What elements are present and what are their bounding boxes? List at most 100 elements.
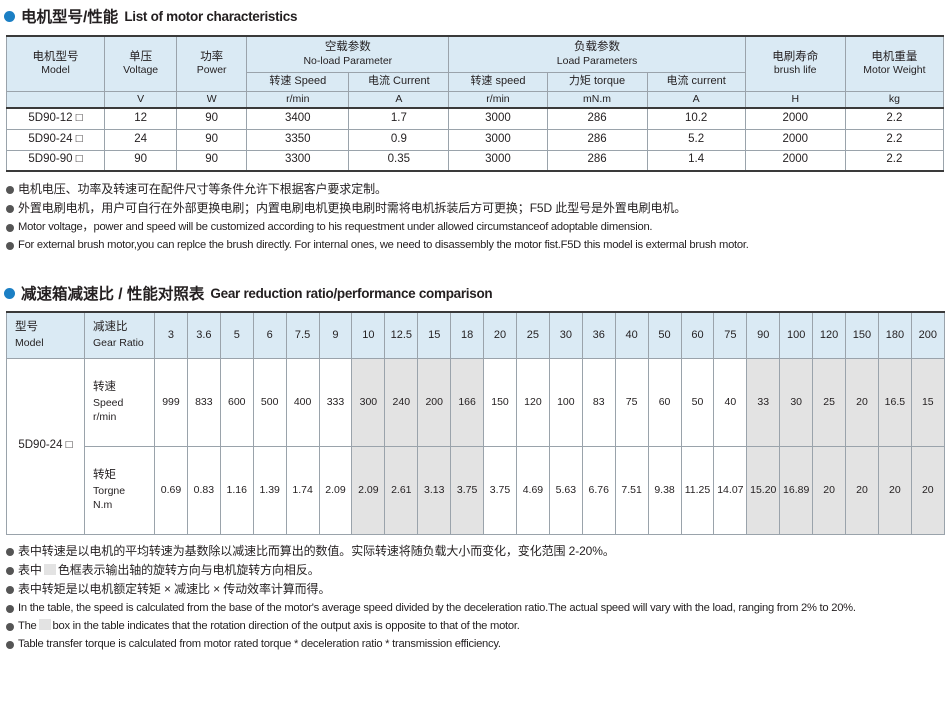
cell-torgne-ratio-3: 0.69 bbox=[154, 445, 188, 535]
header-model: 型号 Model bbox=[6, 311, 85, 359]
cell-brushlife: 2000 bbox=[744, 128, 846, 151]
header-noload-current: 电流 Current bbox=[348, 71, 450, 92]
cell-speed-ratio-15: 200 bbox=[417, 357, 452, 447]
cell-torgne-ratio-18: 3.75 bbox=[450, 445, 485, 535]
bullet-icon bbox=[4, 10, 15, 22]
cell-power: 90 bbox=[176, 107, 248, 130]
note-text: 表中 色框表示输出轴的旋转方向与电机旋转方向相反。 bbox=[18, 562, 320, 577]
unit-load-torque: mN.m bbox=[546, 90, 648, 109]
cell-torgne-ratio-6: 1.39 bbox=[252, 445, 287, 535]
cell-torgne-ratio-60: 11.25 bbox=[680, 445, 715, 535]
cell-model: 5D90-24 □ bbox=[6, 357, 85, 535]
bullet-icon bbox=[6, 585, 14, 594]
cell-noload-current: 0.35 bbox=[348, 149, 450, 172]
cell-noload-current: 0.9 bbox=[348, 128, 450, 151]
cell-torgne-ratio-20: 3.75 bbox=[483, 445, 517, 535]
header-power: 功率 Power bbox=[176, 35, 248, 92]
cell-speed-ratio-9: 333 bbox=[318, 357, 353, 447]
gray-swatch-icon bbox=[38, 618, 51, 630]
cell-load-speed: 3000 bbox=[448, 128, 548, 151]
cell-speed-ratio-30: 100 bbox=[548, 357, 583, 447]
gear-notes-list: 表中转速是以电机的平均转速为基数除以减速比而算出的数值。实际转速将随负载大小而变… bbox=[0, 542, 950, 653]
note-text: 表中转矩是以电机额定转矩 × 减速比 × 传动效率计算而得。 bbox=[18, 581, 331, 596]
header-load-torque: 力矩 torque bbox=[546, 71, 648, 92]
header-load-current: 电流 current bbox=[646, 71, 746, 92]
cell-torgne-ratio-10: 2.09 bbox=[351, 445, 386, 535]
bullet-icon bbox=[6, 242, 14, 250]
header-load-speed: 转速 speed bbox=[448, 71, 548, 92]
header-ratio-18: 18 bbox=[450, 311, 485, 359]
header-model: 电机型号 Model bbox=[5, 35, 106, 92]
header-ratio-25: 25 bbox=[515, 311, 550, 359]
cell-speed-ratio-60: 50 bbox=[680, 357, 715, 447]
cell-torgne-ratio-75: 14.07 bbox=[713, 445, 748, 535]
cell-torgne-ratio-36: 6.76 bbox=[581, 445, 616, 535]
motor-notes-list: 电机电压、功率及转速可在配件尺寸等条件允许下根据客户要求定制。 外置电刷电机，用户… bbox=[0, 180, 950, 254]
cell-torgne-ratio-12.5: 2.61 bbox=[384, 445, 419, 535]
cell-noload-speed: 3300 bbox=[246, 149, 350, 172]
note-item: Table transfer torque is calculated from… bbox=[6, 635, 950, 653]
header-ratio-50: 50 bbox=[647, 311, 682, 359]
note-item: The box in the table indicates that the r… bbox=[6, 617, 950, 635]
header-ratio-30: 30 bbox=[548, 311, 583, 359]
cell-power: 90 bbox=[176, 128, 248, 151]
table1-body: 5D90-12 □ 12 90 3400 1.7 3000 286 10.2 2000 2.2 5D… bbox=[5, 107, 945, 172]
header-ratio-60: 60 bbox=[680, 311, 715, 359]
bullet-icon bbox=[6, 205, 14, 213]
cell-torgne-ratio-180: 20 bbox=[877, 445, 912, 535]
cell-speed-ratio-12.5: 240 bbox=[384, 357, 419, 447]
table-row: 5D90-24 □ 转速 Speed r/min 999 833 600 500 400 333 3… bbox=[6, 357, 945, 535]
cell-speed-ratio-100: 30 bbox=[779, 357, 814, 447]
header-ratio-5: 5 bbox=[219, 311, 254, 359]
section2-title-en: Gear reduction ratio/performance compari… bbox=[210, 285, 493, 301]
header-ratio-40: 40 bbox=[614, 311, 649, 359]
gear-ratio-table-body: 5D90-24 □ 转速 Speed r/min 999 833 600 500 400 333 3… bbox=[6, 357, 945, 535]
bullet-icon bbox=[6, 186, 14, 194]
bullet-icon bbox=[6, 640, 14, 649]
cell-weight: 2.2 bbox=[844, 128, 945, 151]
note-text: In the table, the speed is calculated fr… bbox=[18, 601, 856, 614]
cell-weight: 2.2 bbox=[844, 107, 945, 130]
cell-torgne-ratio-50: 9.38 bbox=[647, 445, 682, 535]
cell-torgne-ratio-25: 4.69 bbox=[515, 445, 550, 535]
header-load-group: 负载参数 Load Parameters bbox=[448, 35, 746, 73]
note-text: 表中转速是以电机的平均转速为基数除以减速比而算出的数值。实际转速将随负载大小而变… bbox=[18, 543, 615, 558]
cell-load-current: 5.2 bbox=[646, 128, 746, 151]
table-row: 转矩 Torgne N.m 0.69 0.83 1.16 1.39 1.74 2.09 2.09 2… bbox=[7, 445, 945, 535]
motor-characteristics-table: 电机型号 Model 单压 Voltage 功率 Power 空载参数 No-l… bbox=[5, 35, 945, 172]
gear-ratio-table-wrap: 型号 Model 减速比 Gear Ratio 3 3.6 5 6 7.5 9 10 12.5 15 18… bbox=[0, 311, 950, 535]
cell-model: 5D90-12 □ bbox=[5, 107, 106, 130]
header-voltage: 单压 Voltage bbox=[104, 35, 178, 92]
cell-speed-ratio-20: 150 bbox=[483, 357, 517, 447]
unit-power: W bbox=[176, 90, 248, 109]
bullet-icon bbox=[6, 547, 14, 556]
cell-load-torque: 286 bbox=[546, 107, 648, 130]
cell-speed-ratio-5: 600 bbox=[219, 357, 254, 447]
cell-load-speed: 3000 bbox=[448, 149, 548, 172]
cell-brushlife: 2000 bbox=[744, 107, 846, 130]
header-ratio-150: 150 bbox=[845, 311, 879, 359]
bullet-icon bbox=[6, 622, 14, 631]
header-ratio-3: 3 bbox=[154, 311, 188, 359]
header-ratio-90: 90 bbox=[746, 311, 781, 359]
unit-voltage: V bbox=[104, 90, 178, 109]
cell-voltage: 12 bbox=[104, 107, 178, 130]
table-row: 5D90-90 □ 90 90 3300 0.35 3000 286 1.4 2000 2.2 bbox=[5, 149, 945, 172]
bullet-icon bbox=[6, 566, 14, 575]
cell-speed-ratio-7.5: 400 bbox=[285, 357, 320, 447]
cell-torgne-ratio-90: 15.20 bbox=[746, 445, 781, 535]
unit-load-current: A bbox=[646, 90, 746, 109]
table1-unit-row: V W r/min A r/min mN.m A H kg bbox=[5, 90, 945, 109]
section-title-gear-ratio: 减速箱减速比 / 性能对照表 Gear reduction ratio/perf… bbox=[0, 282, 950, 304]
cell-speed-ratio-6: 500 bbox=[252, 357, 287, 447]
gear-ratio-header-row: 型号 Model 减速比 Gear Ratio 3 3.6 5 6 7.5 9 10 12.5 15 18… bbox=[6, 311, 945, 359]
note-item: 电机电压、功率及转速可在配件尺寸等条件允许下根据客户要求定制。 bbox=[6, 180, 950, 199]
cell-speed-ratio-200: 15 bbox=[910, 357, 945, 447]
motor-characteristics-table-wrap: 电机型号 Model 单压 Voltage 功率 Power 空载参数 No-l… bbox=[0, 27, 950, 172]
section1-title-cn: 电机型号/性能 bbox=[21, 9, 119, 26]
cell-noload-speed: 3400 bbox=[246, 107, 350, 130]
note-text: 电机电压、功率及转速可在配件尺寸等条件允许下根据客户要求定制。 bbox=[18, 182, 387, 196]
section1-title-en: List of motor characteristics bbox=[124, 8, 298, 24]
cell-noload-current: 1.7 bbox=[348, 107, 450, 130]
cell-speed-ratio-3.6: 833 bbox=[186, 357, 221, 447]
